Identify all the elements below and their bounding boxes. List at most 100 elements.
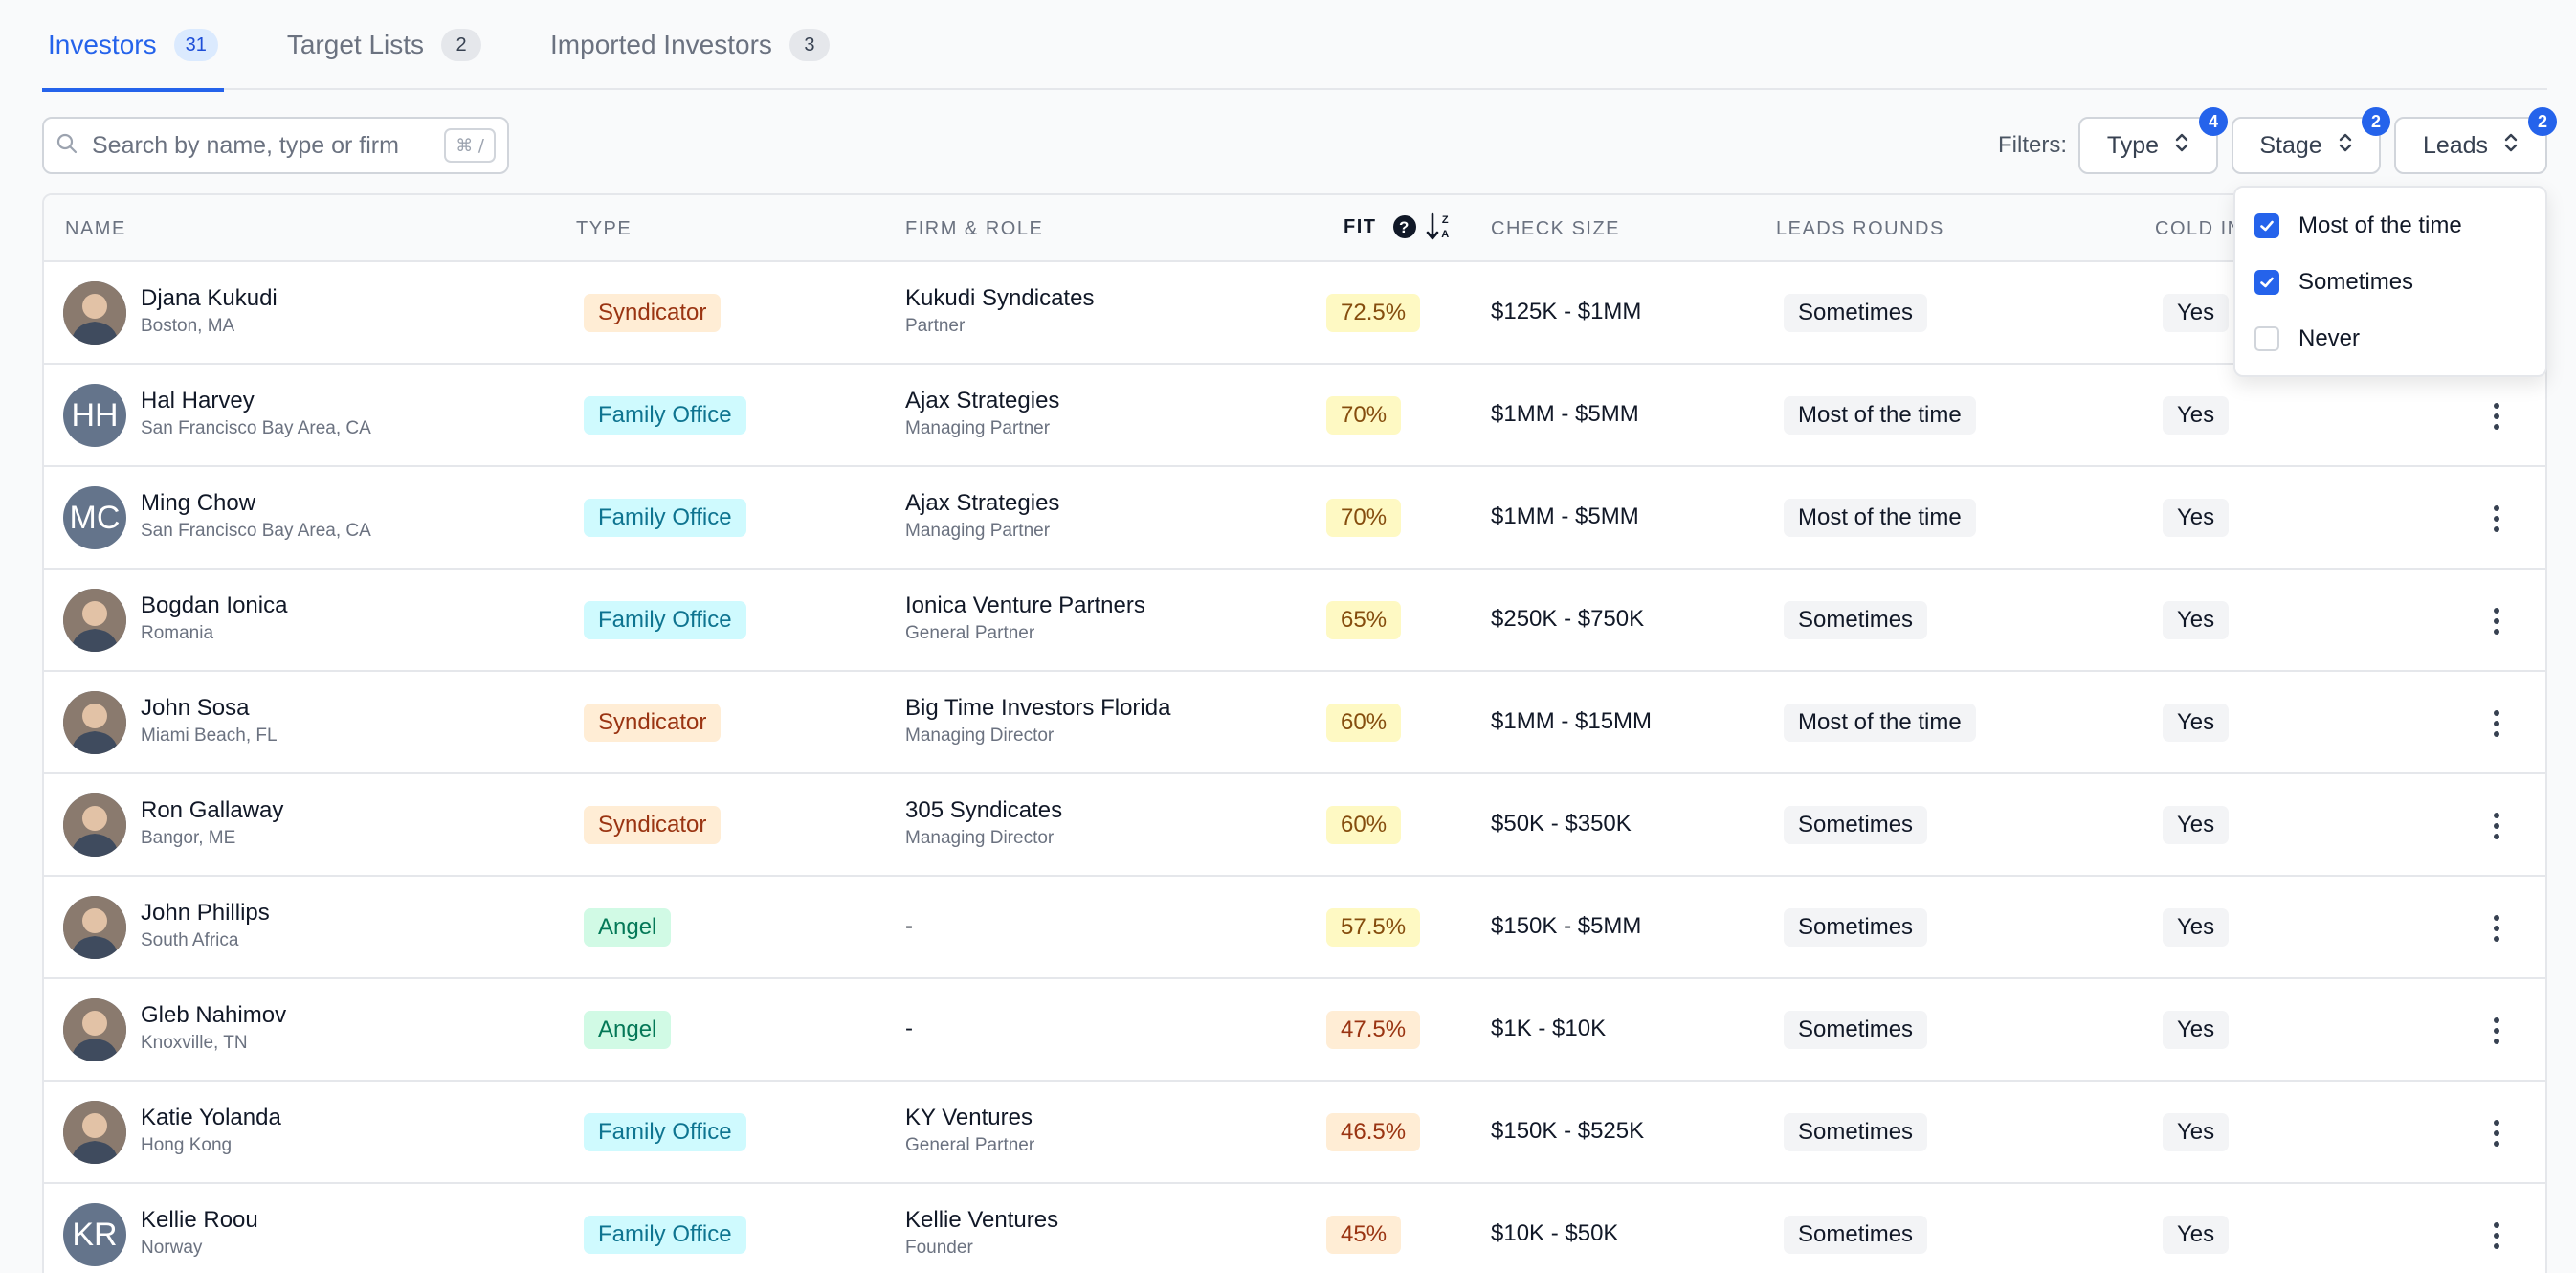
- investor-location: Boston, MA: [141, 316, 235, 336]
- checkbox-sometimes[interactable]: [2254, 270, 2279, 295]
- type-badge: Syndicator: [584, 806, 722, 844]
- cold-intro-badge: Yes: [2163, 704, 2230, 742]
- investor-name[interactable]: John Sosa: [141, 695, 250, 721]
- svg-text:A: A: [1441, 229, 1450, 240]
- table-row[interactable]: Djana Kukudi Boston, MA Syndicator Kukudi S…: [44, 262, 2545, 365]
- more-options-icon[interactable]: [2482, 1218, 2511, 1253]
- column-header-name[interactable]: NAME: [65, 218, 126, 239]
- table-row[interactable]: John Phillips South Africa Angel - 57.5% $150…: [44, 877, 2545, 979]
- more-options-icon[interactable]: [2482, 809, 2511, 843]
- leads-rounds-badge: Sometimes: [1784, 806, 1928, 844]
- investor-name[interactable]: John Phillips: [141, 900, 270, 926]
- more-options-icon[interactable]: [2482, 502, 2511, 536]
- column-header-cold-intro[interactable]: COLD IN: [2155, 218, 2243, 239]
- more-options-icon[interactable]: [2482, 1014, 2511, 1048]
- cold-intro-badge: Yes: [2163, 294, 2230, 332]
- keyboard-shortcut-hint: ⌘ /: [444, 128, 496, 163]
- investor-name[interactable]: Hal Harvey: [141, 388, 255, 413]
- investor-location: Hong Kong: [141, 1135, 233, 1155]
- filter-label: Leads: [2422, 131, 2489, 159]
- leads-rounds-badge: Sometimes: [1784, 1113, 1928, 1151]
- more-options-icon[interactable]: [2482, 911, 2511, 946]
- fit-score-badge: 60%: [1326, 704, 1402, 742]
- type-badge: Syndicator: [584, 704, 722, 742]
- investor-name[interactable]: Bogdan Ionica: [141, 592, 288, 618]
- check-size: $1K - $10K: [1491, 1016, 1607, 1041]
- avatar: [63, 281, 126, 345]
- option-never[interactable]: Never: [2254, 320, 2360, 358]
- column-header-type[interactable]: TYPE: [576, 218, 633, 239]
- option-sometimes[interactable]: Sometimes: [2254, 263, 2413, 302]
- cold-intro-badge: Yes: [2163, 1011, 2230, 1049]
- cold-intro-badge: Yes: [2163, 908, 2230, 947]
- type-badge: Family Office: [584, 396, 746, 435]
- investor-name[interactable]: Katie Yolanda: [141, 1105, 281, 1130]
- column-header-leads-rounds[interactable]: LEADS ROUNDS: [1776, 218, 1944, 239]
- fit-score-badge: 72.5%: [1326, 294, 1421, 332]
- help-icon[interactable]: ?: [1392, 214, 1417, 239]
- type-badge: Family Office: [584, 1113, 746, 1151]
- column-header-firm-role[interactable]: FIRM & ROLE: [905, 218, 1044, 239]
- more-options-icon[interactable]: [2482, 706, 2511, 741]
- investor-location: Norway: [141, 1238, 203, 1258]
- leads-rounds-badge: Sometimes: [1784, 1011, 1928, 1049]
- firm-role: Partner: [905, 316, 966, 336]
- investor-name[interactable]: Ming Chow: [141, 490, 256, 516]
- firm-name: 305 Syndicates: [905, 797, 1063, 823]
- fit-score-badge: 70%: [1326, 396, 1402, 435]
- avatar: [63, 793, 126, 857]
- avatar: [63, 998, 126, 1061]
- leads-rounds-badge: Sometimes: [1784, 601, 1928, 639]
- investor-location: San Francisco Bay Area, CA: [141, 521, 371, 541]
- table-row[interactable]: John Sosa Miami Beach, FL Syndicator Big Ti…: [44, 672, 2545, 774]
- option-most-of-the-time[interactable]: Most of the time: [2254, 207, 2462, 245]
- check-size: $50K - $350K: [1491, 811, 1632, 837]
- table-row[interactable]: Katie Yolanda Hong Kong Family Office KY Ve…: [44, 1082, 2545, 1184]
- investor-name[interactable]: Ron Gallaway: [141, 797, 284, 823]
- leads-rounds-badge: Most of the time: [1784, 499, 1976, 537]
- avatar-initials: HH: [71, 396, 119, 434]
- more-options-icon[interactable]: [2482, 604, 2511, 638]
- table-row[interactable]: MC Ming Chow San Francisco Bay Area, CA Fam…: [44, 467, 2545, 570]
- fit-score-badge: 65%: [1326, 601, 1402, 639]
- cold-intro-badge: Yes: [2163, 1113, 2230, 1151]
- investor-name[interactable]: Kellie Roou: [141, 1207, 258, 1233]
- table-row[interactable]: Ron Gallaway Bangor, ME Syndicator 305 Synd…: [44, 774, 2545, 877]
- stage-filter-button[interactable]: Stage 2: [2232, 107, 2390, 174]
- firm-role: Founder: [905, 1238, 973, 1258]
- firm-name: -: [905, 913, 913, 939]
- table-row[interactable]: HH Hal Harvey San Francisco Bay Area, CA Fa…: [44, 365, 2545, 467]
- tab-imported-investors[interactable]: Imported Investors 3: [544, 0, 835, 90]
- fit-score-badge: 47.5%: [1326, 1011, 1421, 1049]
- table-row[interactable]: KR Kellie Roou Norway Family Office Kellie V…: [44, 1184, 2545, 1273]
- table-row[interactable]: Bogdan Ionica Romania Family Office Ionica …: [44, 570, 2545, 672]
- avatar: KR: [63, 1203, 126, 1266]
- column-header-check-size[interactable]: CHECK SIZE: [1491, 218, 1621, 239]
- tab-count-badge: 3: [788, 29, 830, 61]
- investor-name[interactable]: Gleb Nahimov: [141, 1002, 287, 1028]
- firm-name: KY Ventures: [905, 1105, 1033, 1130]
- fit-score-badge: 46.5%: [1326, 1113, 1421, 1151]
- more-options-icon[interactable]: [2482, 1116, 2511, 1150]
- avatar: [63, 691, 126, 754]
- leads-filter-button[interactable]: Leads 2: [2394, 107, 2557, 174]
- checkbox-most-of-the-time[interactable]: [2254, 213, 2279, 238]
- table-row[interactable]: Gleb Nahimov Knoxville, TN Angel - 47.5% $1K …: [44, 979, 2545, 1082]
- cold-intro-badge: Yes: [2163, 1216, 2230, 1254]
- avatar-initials: MC: [69, 499, 121, 536]
- tab-target-lists[interactable]: Target Lists 2: [281, 0, 487, 90]
- type-filter-button[interactable]: Type 4: [2078, 107, 2228, 174]
- firm-role: General Partner: [905, 623, 1035, 643]
- svg-text:Z: Z: [1441, 214, 1449, 226]
- checkbox-never[interactable]: [2254, 326, 2279, 351]
- tab-investors[interactable]: Investors 31: [42, 0, 224, 92]
- more-options-icon[interactable]: [2482, 399, 2511, 434]
- avatar: MC: [63, 486, 126, 549]
- investor-name[interactable]: Djana Kukudi: [141, 285, 278, 311]
- check-size: $250K - $750K: [1491, 606, 1645, 632]
- search-input[interactable]: [92, 131, 445, 160]
